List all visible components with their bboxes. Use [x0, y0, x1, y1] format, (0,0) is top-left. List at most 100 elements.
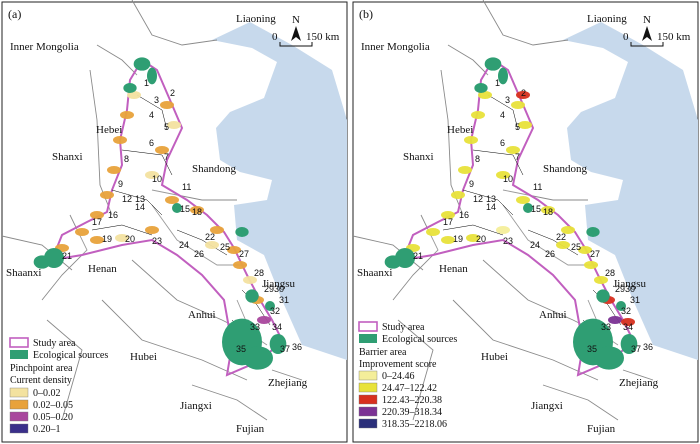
scale-zero: 0	[272, 31, 278, 43]
unit-number: 22	[205, 232, 215, 242]
unit-number: 25	[220, 242, 230, 252]
corridor-patch	[608, 316, 622, 324]
unit-number: 17	[92, 217, 102, 227]
unit-number: 30	[625, 284, 635, 294]
corridor-patch	[458, 166, 472, 174]
corridor-patch	[496, 226, 510, 234]
unit-number: 7	[515, 152, 520, 162]
corridor-patch	[426, 228, 440, 236]
province-label-shandong: Shandong	[543, 163, 588, 175]
ecological-source	[586, 227, 600, 237]
corridor-patch	[541, 206, 555, 214]
corridor-patch	[511, 101, 525, 109]
province-label-inner-mongolia: Inner Mongolia	[361, 41, 430, 53]
ecological-source	[620, 334, 638, 354]
unit-number: 6	[149, 138, 154, 148]
pinchpoint-areas	[55, 91, 271, 324]
ecological-source	[33, 255, 51, 269]
province-label-hebei: Hebei	[447, 124, 473, 136]
legend-class-swatch	[9, 411, 29, 422]
province-label-fujian: Fujian	[236, 423, 265, 435]
ecological-source	[596, 289, 610, 303]
corridor-patch	[464, 136, 478, 144]
corridor-patch	[471, 111, 485, 119]
legend-study-area: Study area	[382, 322, 425, 333]
legend-class-label: 220.39–318.34	[382, 407, 442, 418]
ecological-source	[243, 346, 273, 370]
corridor-patch	[478, 91, 492, 99]
legend-class-swatch	[9, 387, 29, 398]
unit-number: 29	[615, 284, 625, 294]
unit-number: 1	[144, 78, 149, 88]
legend-class-label: 24.47–122.42	[382, 383, 437, 394]
unit-number: 16	[459, 210, 469, 220]
unit-number: 23	[152, 236, 162, 246]
unit-number: 31	[279, 295, 289, 305]
corridor-patch	[165, 196, 179, 204]
unit-number: 34	[623, 322, 633, 332]
unit-number: 7	[164, 152, 169, 162]
corridor-patch	[115, 234, 129, 242]
scale-zero: 0	[623, 31, 629, 43]
unit-number: 16	[108, 210, 118, 220]
unit-number: 36	[643, 342, 653, 352]
unit-number: 20	[476, 234, 486, 244]
unit-number: 9	[118, 179, 123, 189]
unit-number: 4	[149, 110, 154, 120]
unit-number: 21	[413, 251, 423, 261]
ecological-source	[523, 203, 533, 213]
unit-number: 23	[503, 236, 513, 246]
legend-class-swatch	[358, 394, 378, 405]
corridor-patch	[594, 276, 608, 284]
legend-class-label: 318.35–2218.06	[382, 419, 447, 430]
corridor-patch	[516, 196, 530, 204]
province-label-shanxi: Shanxi	[403, 151, 434, 163]
province-label-shaanxi: Shaanxi	[357, 267, 392, 279]
scale-bar: 0 150 km	[623, 31, 691, 47]
unit-number: 15	[531, 204, 541, 214]
unit-number: 21	[62, 251, 72, 261]
legend-heading-1: Pinchpoint area	[10, 363, 73, 374]
corridor-patch	[145, 226, 159, 234]
unit-number: 28	[254, 268, 264, 278]
north-arrow-icon: N	[642, 14, 652, 41]
unit-number: 18	[192, 207, 202, 217]
unit-number: 4	[500, 110, 505, 120]
legend-eco-sources: Ecological sources	[382, 334, 457, 345]
corridor-patch	[100, 191, 114, 199]
legend-class-label: 0.20–1	[33, 424, 61, 435]
corridor-patch	[120, 111, 134, 119]
legend-class-swatch	[358, 418, 378, 429]
unit-number: 15	[180, 204, 190, 214]
panel-a-tag: (a)	[8, 7, 21, 21]
unit-number: 5	[515, 122, 520, 132]
corridor-patch	[243, 276, 257, 284]
unit-number: 34	[272, 322, 282, 332]
legend-study-area-swatch	[9, 337, 29, 348]
legend-b: Study area Ecological sources Barrier ar…	[358, 321, 457, 430]
unit-number: 30	[274, 284, 284, 294]
corridor-patch	[506, 146, 520, 154]
legend-class-label: 0–24.46	[382, 371, 415, 382]
corridor-patch	[90, 236, 104, 244]
unit-number: 8	[124, 154, 129, 164]
unit-number: 29	[264, 284, 274, 294]
ecological-source	[498, 67, 508, 85]
unit-number: 5	[164, 122, 169, 132]
corridor-patch	[556, 241, 570, 249]
corridor-patch	[466, 234, 480, 242]
unit-number: 3	[154, 95, 159, 105]
unit-number: 24	[530, 240, 540, 250]
unit-number: 12	[122, 194, 132, 204]
ecological-source	[265, 301, 275, 311]
north-label: N	[643, 14, 651, 26]
unit-number: 36	[292, 342, 302, 352]
corridor-patch	[145, 171, 159, 179]
legend-study-area: Study area	[33, 338, 76, 349]
legend-heading-2: Improvement score	[359, 359, 437, 370]
north-arrow-icon: N	[291, 14, 301, 41]
corridor-patch	[621, 318, 635, 326]
corridor-patch	[441, 236, 455, 244]
province-label-jiangxi: Jiangxi	[180, 400, 212, 412]
